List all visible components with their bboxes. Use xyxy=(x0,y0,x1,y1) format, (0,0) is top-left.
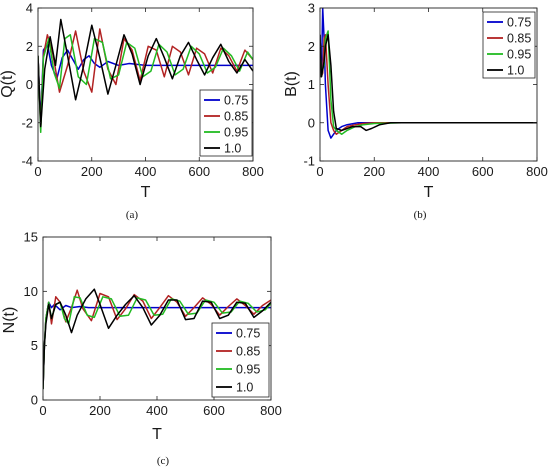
y-tick-label: 2 xyxy=(26,39,33,54)
legend-box xyxy=(199,89,253,157)
x-tick-label: 200 xyxy=(89,403,111,418)
x-axis-label: T xyxy=(141,184,151,201)
panel-caption: (a) xyxy=(126,209,139,221)
x-tick-label: 800 xyxy=(526,164,548,179)
x-tick-label: 600 xyxy=(188,164,210,179)
y-tick-label: -4 xyxy=(21,154,33,169)
x-tick-label: 600 xyxy=(472,164,494,179)
legend-label: 0.85 xyxy=(236,345,260,359)
legend-box xyxy=(211,322,270,398)
series-group xyxy=(38,18,253,134)
x-tick-label: 200 xyxy=(363,164,385,179)
series-group xyxy=(320,8,537,139)
series-line-1.0 xyxy=(320,34,537,132)
y-tick-label: 0 xyxy=(31,393,38,408)
panel-caption: (b) xyxy=(414,209,427,221)
legend: 0.75 0.85 0.95 1.0 xyxy=(199,89,253,157)
y-axis-label: Q(t) xyxy=(0,70,16,98)
y-tick-label: 0 xyxy=(26,77,33,92)
y-tick-label: 1 xyxy=(308,77,315,92)
x-tick-label: 0 xyxy=(316,164,323,179)
series-line-1.0 xyxy=(38,18,253,128)
series-line-0.85 xyxy=(320,34,537,135)
y-tick-label: -2 xyxy=(21,115,33,130)
y-tick-label: 5 xyxy=(31,338,38,353)
x-tick-label: 800 xyxy=(260,403,282,418)
x-axis-label: T xyxy=(424,184,434,201)
x-tick-label: 0 xyxy=(34,164,41,179)
y-tick-label: -1 xyxy=(303,154,315,169)
legend-label: 0.95 xyxy=(224,126,248,140)
legend-label: 0.75 xyxy=(507,16,531,30)
x-tick-label: 400 xyxy=(418,164,440,179)
y-tick-label: 10 xyxy=(24,284,38,299)
legend-label: 1.0 xyxy=(224,142,241,156)
y-axis-label: B(t) xyxy=(283,71,300,97)
x-tick-label: 200 xyxy=(81,164,103,179)
legend: 0.75 0.85 0.95 1.0 xyxy=(482,11,536,79)
x-tick-label: 0 xyxy=(39,403,46,418)
x-tick-label: 400 xyxy=(146,403,168,418)
legend-label: 0.75 xyxy=(224,94,248,108)
x-axis-label: T xyxy=(152,426,162,443)
x-tick-label: 800 xyxy=(242,164,264,179)
legend-label: 0.75 xyxy=(236,327,260,341)
legend-label: 1.0 xyxy=(507,64,524,78)
y-tick-label: 0 xyxy=(308,115,315,130)
series-line-1.0 xyxy=(43,288,271,390)
panel-caption: (c) xyxy=(157,455,170,467)
panel-b: 0 200 400 600 800-10123TB(t)0.750.850.951.0(… xyxy=(283,1,548,222)
panel-a: 0 200 400 600 800 -4 -2 0 2 4 T Q(t) 0.75 0.85 0.95 1.0… xyxy=(0,1,264,222)
legend-box xyxy=(482,11,536,79)
legend: 0.75 0.85 0.95 1.0 xyxy=(211,322,270,398)
y-tick-label: 4 xyxy=(26,1,33,16)
y-tick-label: 2 xyxy=(308,39,315,54)
series-line-0.75 xyxy=(38,43,253,124)
x-tick-label: 400 xyxy=(135,164,157,179)
x-tick-label: 600 xyxy=(203,403,225,418)
legend-label: 1.0 xyxy=(236,381,253,395)
series-group xyxy=(43,288,271,390)
legend-label: 0.85 xyxy=(507,32,531,46)
y-axis-label: N(t) xyxy=(1,307,18,334)
legend-label: 0.95 xyxy=(236,363,260,377)
y-tick-label: 15 xyxy=(24,230,38,245)
series-line-0.95 xyxy=(38,34,253,134)
legend-label: 0.85 xyxy=(224,110,248,124)
series-line-0.85 xyxy=(43,289,271,390)
y-tick-label: 3 xyxy=(308,1,315,16)
panel-c: 0 200 400 600 800 0 5 10 15 T N(t) 0.75 0.85 0.95 1.0 (… xyxy=(1,230,282,468)
legend-label: 0.95 xyxy=(507,48,531,62)
